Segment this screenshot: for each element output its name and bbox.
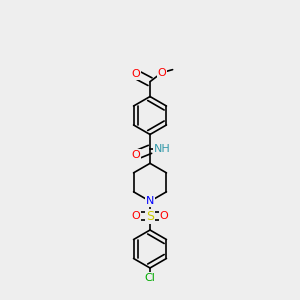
Text: NH: NH bbox=[154, 144, 171, 154]
Text: N: N bbox=[146, 196, 154, 206]
Text: O: O bbox=[132, 69, 140, 79]
Text: S: S bbox=[146, 210, 154, 223]
Text: O: O bbox=[160, 211, 168, 221]
Text: Cl: Cl bbox=[145, 273, 155, 283]
Text: O: O bbox=[132, 150, 140, 160]
Text: O: O bbox=[132, 211, 140, 221]
Text: O: O bbox=[158, 68, 166, 78]
